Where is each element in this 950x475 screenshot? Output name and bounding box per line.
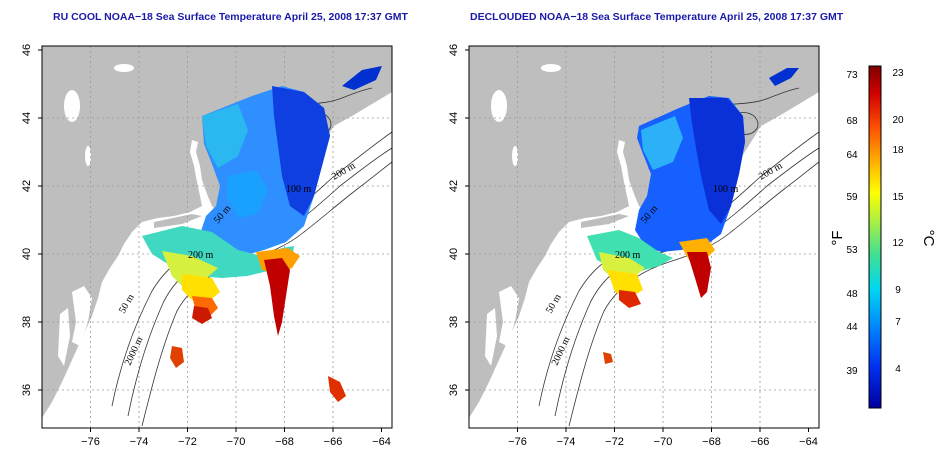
lon-tick-label: −68	[275, 436, 294, 448]
colorbar-celsius-tick: 7	[895, 317, 901, 328]
right-map-panel: 200 m 100 m 50 m 2000 m 50 m 200 m	[468, 45, 820, 429]
lat-tick-label: 46	[21, 44, 33, 56]
contour-label: 200 m	[615, 250, 641, 261]
lon-tick-label: −74	[130, 436, 149, 448]
colorbar-fahrenheit-tick: 73	[846, 70, 858, 81]
colorbar-fahrenheit-unit: °F	[829, 230, 846, 245]
colorbar-celsius-tick: 12	[892, 238, 904, 249]
lat-tick-label: 46	[448, 44, 460, 56]
colorbar-celsius-unit: °C	[920, 230, 937, 247]
lat-tick-label: 36	[21, 384, 33, 396]
contour-label: 100 m	[713, 184, 739, 195]
contour-label: 100 m	[286, 184, 312, 195]
colorbar-celsius-tick: 15	[892, 192, 904, 203]
lon-tick-label: −66	[324, 436, 343, 448]
colorbar-fahrenheit-tick: 48	[846, 289, 858, 300]
lon-tick-label: −72	[605, 436, 624, 448]
colorbar-celsius-tick: 18	[892, 145, 904, 156]
colorbar-celsius-tick: 4	[895, 364, 901, 375]
contour-label: 200 m	[188, 250, 214, 261]
lat-tick-label: 38	[21, 316, 33, 328]
colorbar: 73 68 64 59 53 48 44 39 23 20 18 15 12 9 7 4 °F °C	[829, 65, 937, 409]
right-map-frame	[468, 45, 820, 429]
colorbar-celsius-tick: 20	[892, 115, 904, 126]
colorbar-fahrenheit-tick: 59	[846, 192, 858, 203]
right-panel-title: DECLOUDED NOAA−18 Sea Surface Temperatur…	[470, 11, 844, 23]
lat-tick-label: 42	[448, 180, 460, 192]
colorbar-fahrenheit-tick: 39	[846, 366, 858, 377]
lon-tick-label: −72	[178, 436, 197, 448]
colorbar-celsius-tick: 23	[892, 68, 904, 79]
lon-tick-label: −64	[799, 436, 818, 448]
colorbar-fahrenheit-tick: 53	[846, 245, 858, 256]
left-map-frame	[41, 45, 393, 429]
lat-tick-label: 44	[21, 112, 33, 124]
left-map-panel: 200 m 100 m 50 m 2000 m 50 m 200 m	[41, 45, 393, 429]
lat-tick-label: 40	[21, 248, 33, 260]
lat-tick-label: 40	[448, 248, 460, 260]
left-panel-title: RU COOL NOAA−18 Sea Surface Temperature …	[53, 11, 408, 23]
lat-tick-label: 42	[21, 180, 33, 192]
colorbar-fahrenheit-tick: 68	[846, 116, 858, 127]
lon-tick-label: −64	[372, 436, 391, 448]
colorbar-fahrenheit-tick: 64	[846, 150, 858, 161]
lon-tick-label: −74	[557, 436, 576, 448]
lon-tick-label: −68	[702, 436, 721, 448]
lon-tick-label: −70	[227, 436, 246, 448]
lon-tick-label: −66	[751, 436, 770, 448]
lat-tick-label: 38	[448, 316, 460, 328]
lon-tick-label: −76	[508, 436, 527, 448]
colorbar-gradient	[868, 65, 882, 409]
colorbar-fahrenheit-tick: 44	[846, 322, 858, 333]
colorbar-celsius-tick: 9	[895, 285, 901, 296]
lon-tick-label: −76	[81, 436, 100, 448]
axis-ticks: −76 −74 −72 −70 −68 −66 −64 36 38 40 42 44 46 −76 −74 −…	[21, 44, 818, 448]
lon-tick-label: −70	[654, 436, 673, 448]
lat-tick-label: 44	[448, 112, 460, 124]
lat-tick-label: 36	[448, 384, 460, 396]
